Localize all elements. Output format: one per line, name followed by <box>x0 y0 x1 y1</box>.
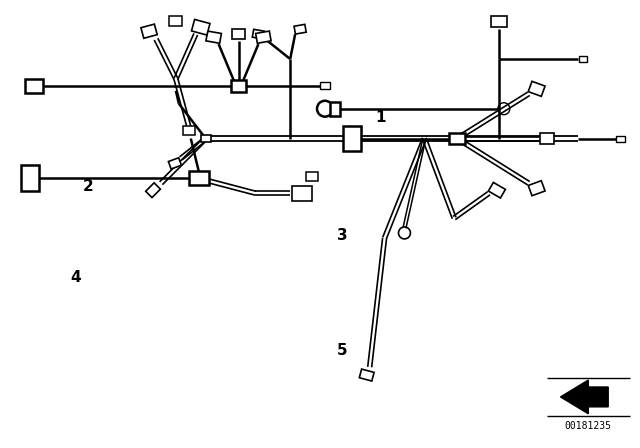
Bar <box>488 182 506 198</box>
Bar <box>491 16 507 27</box>
Bar <box>141 24 157 38</box>
Bar <box>25 79 43 93</box>
Bar <box>343 125 361 151</box>
Bar <box>449 133 465 145</box>
Bar <box>255 31 271 43</box>
Bar <box>616 136 625 142</box>
Bar <box>294 24 306 34</box>
Bar <box>232 29 246 39</box>
Text: 2: 2 <box>83 179 93 194</box>
Bar <box>292 186 312 201</box>
Bar <box>183 126 195 135</box>
Bar <box>168 158 181 169</box>
Bar <box>191 19 210 35</box>
Bar <box>146 183 161 198</box>
Text: 00181235: 00181235 <box>565 421 612 431</box>
Polygon shape <box>561 380 608 414</box>
Bar <box>579 56 588 62</box>
Text: 1: 1 <box>375 110 386 125</box>
Bar <box>201 135 211 142</box>
Text: 5: 5 <box>337 343 348 358</box>
Bar <box>206 31 221 43</box>
Bar <box>189 171 209 185</box>
Bar <box>320 82 330 89</box>
Bar <box>231 80 246 92</box>
Bar <box>359 369 374 381</box>
Bar <box>540 133 554 144</box>
Bar <box>170 16 182 26</box>
Bar <box>330 102 340 116</box>
Text: 4: 4 <box>70 270 81 285</box>
Bar <box>21 165 39 191</box>
Text: 3: 3 <box>337 228 348 243</box>
Bar <box>252 29 264 39</box>
Bar <box>306 172 318 181</box>
Bar <box>528 181 545 196</box>
Bar <box>528 82 545 96</box>
